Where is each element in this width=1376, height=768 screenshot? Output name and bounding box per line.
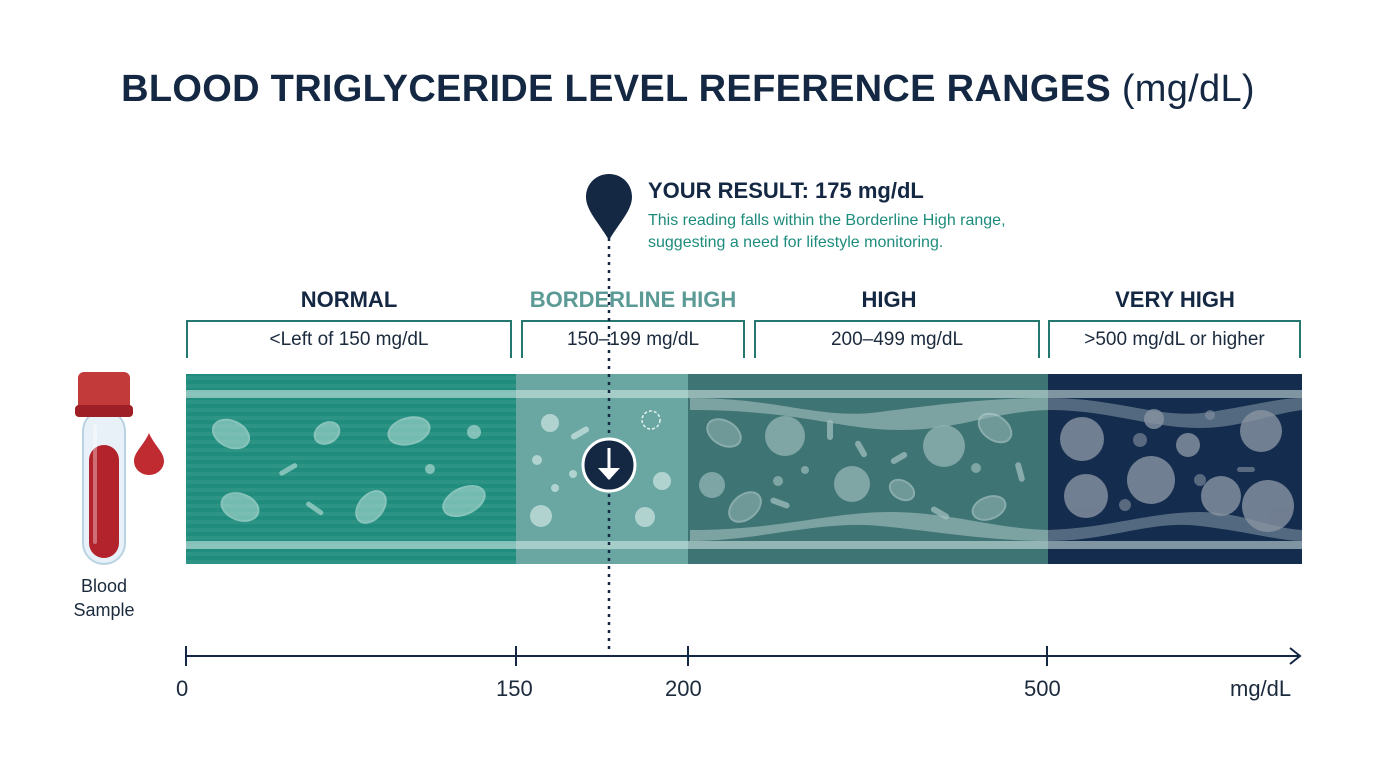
blood-sample-line2: Sample [73,600,135,620]
blood-tube-icon [75,372,133,565]
range-box-very-high: >500 mg/dL or higher [1048,320,1301,358]
axis-tick-label-200: 200 [665,676,702,701]
result-desc-line1: This reading falls within the Borderline… [648,212,1006,229]
range-box-borderline-high: 150–199 mg/dL [521,320,745,358]
axis-unit-label: mg/dL [1230,676,1292,701]
axis-arrow-icon [1289,647,1302,665]
page-title: BLOOD TRIGLYCERIDE LEVEL REFERENCE RANGE… [0,68,1376,111]
segment-very-high [1048,374,1302,564]
title-main: BLOOD TRIGLYCERIDE LEVEL REFERENCE RANGE… [121,68,1111,110]
category-label-borderline-high: BORDERLINE HIGH [529,287,737,312]
segment-high [688,374,1048,564]
result-desc-line2: suggesting a need for lifestyle monitori… [648,234,944,251]
range-box-normal: <Left of 150 mg/dL [186,320,512,358]
result-description: This reading falls within the Borderline… [648,210,1088,254]
axis-tick-label-150: 150 [496,676,533,701]
blood-sample-label: Blood Sample [58,574,150,622]
category-label-normal: NORMAL [300,287,398,312]
blood-sample-line1: Blood [80,576,128,596]
axis-tick-label-0: 0 [176,676,189,701]
category-label-high: HIGH [861,287,917,312]
down-arrow-icon [581,437,637,493]
title-unit: (mg/dL) [1121,68,1255,110]
result-title: YOUR RESULT: 175 mg/dL [648,178,924,203]
location-pin-icon [586,174,632,240]
category-label-very-high: VERY HIGH [1115,287,1235,312]
axis-tick-label-500: 500 [1024,676,1061,701]
range-box-high: 200–499 mg/dL [754,320,1040,358]
blood-drop-icon [134,433,164,475]
